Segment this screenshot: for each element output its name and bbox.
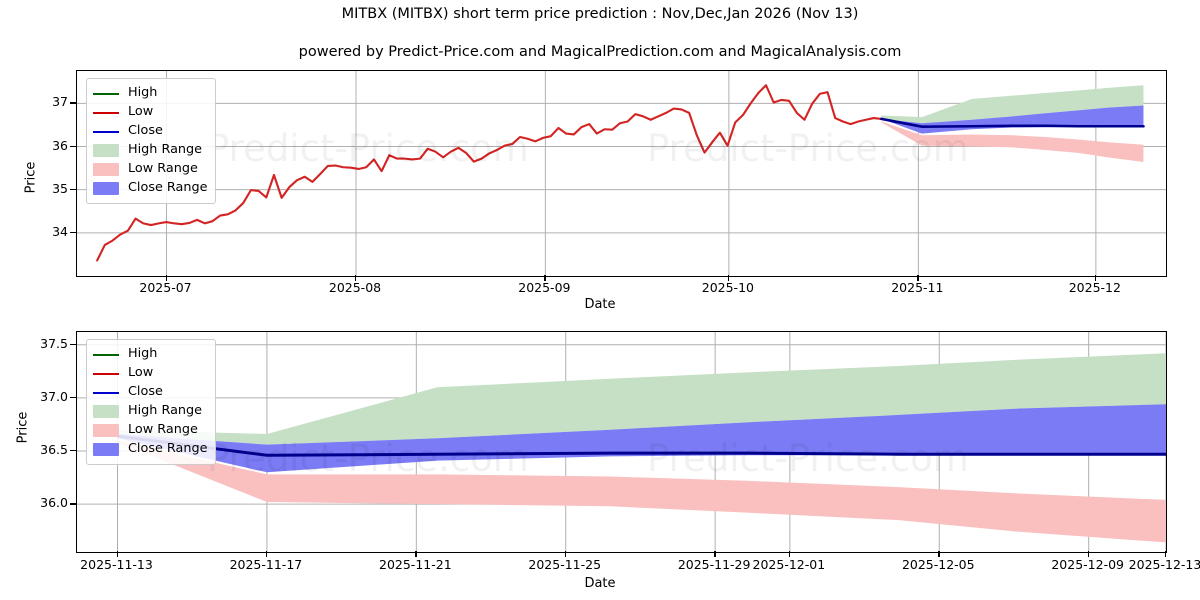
legend-label: Close (128, 123, 163, 139)
top-y-axis-label: Price (23, 161, 39, 194)
y-tick-mark (70, 145, 76, 147)
y-tick-label: 36.5 (40, 442, 68, 457)
x-tick-label: 2025-11 (891, 280, 944, 295)
x-tick-label: 2025-11-25 (528, 557, 602, 572)
x-tick-mark (1165, 551, 1167, 557)
top-chart-panel: Price Predict-Price.com Predict-Price.co… (23, 70, 1167, 312)
top-x-axis-label: Date (584, 297, 616, 312)
x-tick-label: 2025-10 (701, 280, 754, 295)
legend-key-low-range-patch (93, 424, 119, 437)
legend-item: Low (93, 364, 208, 383)
page-subtitle: powered by Predict-Price.com and Magical… (298, 44, 902, 60)
legend-item: High (93, 345, 208, 364)
y-tick-mark (70, 343, 76, 346)
legend-item: High Range (93, 141, 208, 160)
legend-label: Low Range (128, 422, 198, 438)
legend-label: High (128, 85, 158, 101)
x-tick-mark (917, 275, 919, 281)
legend-key-close-range-patch (93, 443, 119, 456)
bottom-legend: High Low Close High Range Low Range Clos… (86, 339, 216, 465)
legend-item: Low Range (93, 160, 208, 179)
bottom-x-axis-label: Date (584, 576, 616, 591)
y-tick-label: 34 (52, 223, 68, 239)
bottom-chart-svg (77, 332, 1166, 552)
x-tick-mark (1094, 275, 1097, 281)
legend-label: High (128, 346, 158, 362)
legend-label: High Range (128, 142, 203, 158)
x-tick-mark (265, 551, 268, 557)
legend-item: Low Range (93, 421, 208, 440)
bottom-plot-area: Predict-Price.com Predict-Price.com (76, 331, 1167, 553)
y-tick-label: 37 (52, 94, 68, 110)
x-tick-label: 2025-08 (328, 280, 382, 295)
y-tick-label: 37.0 (40, 388, 68, 404)
x-tick-mark (727, 275, 730, 281)
bottom-chart-panel: Price Predict-Price.com Predict-Price.co… (0, 318, 1200, 600)
x-tick-mark (116, 551, 118, 557)
legend-key-high-line (93, 349, 119, 361)
legend-key-high-range-patch (93, 144, 119, 157)
legend-label: Close (128, 384, 163, 400)
x-tick-mark (1087, 551, 1090, 557)
y-tick-mark (70, 503, 76, 505)
y-tick-label: 36.0 (40, 495, 68, 511)
x-tick-label: 2025-12-01 (752, 557, 826, 572)
y-tick-mark (70, 231, 76, 234)
top-legend: High Low Close High Range Low Range Clos… (86, 78, 216, 204)
legend-item: Close (93, 383, 208, 402)
y-tick-mark (70, 102, 76, 104)
x-tick-label: 2025-11-17 (229, 557, 303, 572)
y-tick-label: 36 (52, 137, 68, 153)
x-tick-label: 2025-09 (518, 280, 571, 295)
legend-label: Low (128, 104, 154, 120)
x-tick-label: 2025-11-21 (379, 557, 452, 572)
legend-label: High Range (128, 403, 203, 419)
x-tick-mark (355, 275, 357, 281)
y-tick-label: 35 (52, 180, 68, 196)
x-tick-mark (714, 551, 716, 557)
legend-key-high-range-patch (93, 405, 119, 418)
legend-label: Close Range (128, 441, 208, 457)
x-tick-mark (938, 551, 940, 557)
legend-item: Close Range (93, 440, 208, 459)
x-tick-mark (544, 275, 546, 281)
legend-label: Low (128, 365, 154, 381)
x-tick-mark (788, 551, 791, 557)
x-tick-label: 2025-12-05 (901, 557, 975, 572)
x-tick-label: 2025-11-13 (80, 557, 153, 572)
legend-item: Close Range (93, 179, 208, 198)
legend-item: Close (93, 122, 208, 141)
legend-item: High (93, 84, 208, 103)
y-tick-label: 37.5 (40, 335, 68, 351)
legend-key-low-range-patch (93, 163, 119, 176)
legend-key-close-range-patch (93, 182, 119, 195)
legend-key-close-line (93, 126, 119, 138)
x-tick-label: 2025-07 (139, 280, 192, 295)
legend-key-high-line (93, 88, 119, 100)
x-tick-label: 2025-12-09 (1051, 557, 1124, 572)
x-tick-label: 2025-11-29 (677, 557, 751, 572)
x-tick-label: 2025-12 (1068, 280, 1121, 295)
x-tick-mark (165, 275, 167, 281)
y-tick-mark (70, 396, 76, 399)
legend-key-low-line (93, 368, 119, 380)
top-chart-svg (77, 71, 1166, 276)
x-tick-label: 2025-12-13 (1128, 557, 1200, 572)
legend-label: Low Range (128, 161, 198, 177)
top-plot-area: Predict-Price.com Predict-Price.com (76, 70, 1167, 277)
legend-item: Low (93, 103, 208, 122)
x-tick-mark (564, 551, 567, 557)
x-tick-mark (415, 551, 417, 557)
legend-item: High Range (93, 402, 208, 421)
legend-label: Close Range (128, 180, 208, 196)
legend-key-low-line (93, 107, 119, 119)
legend-key-close-line (93, 387, 119, 399)
y-tick-mark (70, 188, 76, 191)
page-title: MITBX (MITBX) short term price predictio… (341, 6, 859, 22)
y-tick-mark (70, 450, 76, 452)
